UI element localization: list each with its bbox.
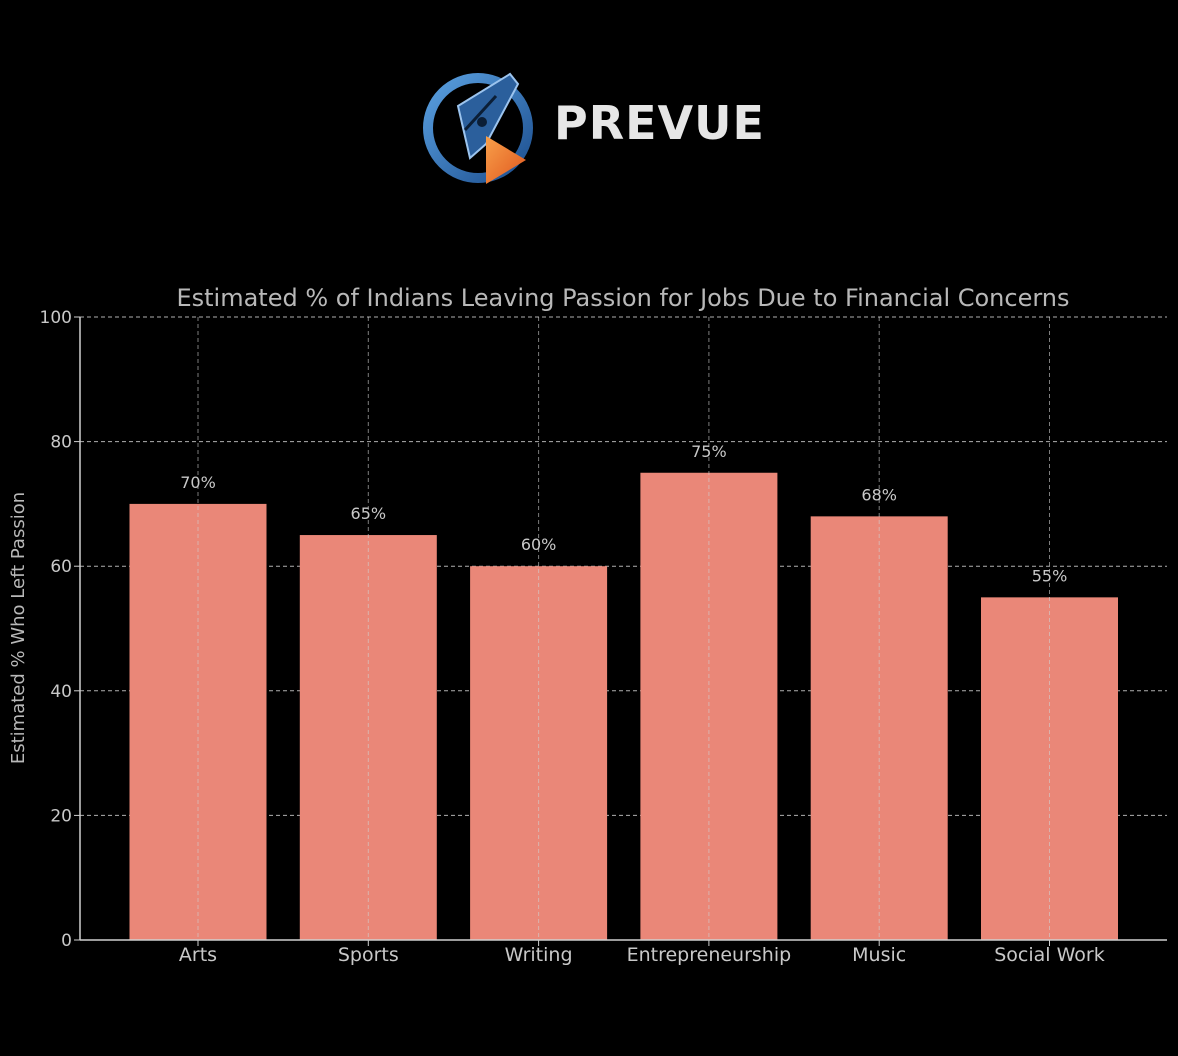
x-tick-label: Entrepreneurship (627, 944, 792, 966)
y-tick-label: 60 (50, 557, 72, 577)
data-label: 65% (351, 504, 387, 523)
labels: 0 20 40 60 80 100 Arts 70% Sports 65% Writing 60% En… (40, 308, 1105, 966)
x-tick-label: Music (852, 944, 906, 966)
logo-emblem-icon (423, 72, 533, 184)
y-axis-label: Estimated % Who Left Passion (8, 492, 29, 764)
brand-name: PREVUE (554, 96, 765, 150)
axes (74, 316, 1167, 946)
data-label: 60% (521, 535, 557, 554)
prevue-logo (423, 72, 533, 184)
bars (129, 472, 1118, 940)
data-label: 70% (180, 473, 216, 492)
y-tick-label: 100 (40, 308, 72, 328)
y-tick-label: 20 (50, 806, 72, 826)
x-tick-label: Sports (338, 944, 399, 966)
x-tick-label: Arts (179, 944, 217, 966)
chart-title: Estimated % of Indians Leaving Passion f… (176, 284, 1069, 312)
x-tick-label: Social Work (994, 944, 1104, 966)
y-tick-label: 0 (61, 931, 72, 951)
y-tick-label: 80 (50, 433, 72, 453)
data-label: 68% (861, 485, 897, 504)
x-tick-label: Writing (505, 944, 573, 966)
data-label: 55% (1032, 566, 1068, 585)
vertical-grid-lines (197, 317, 1050, 940)
data-label: 75% (691, 442, 727, 461)
y-tick-label: 40 (50, 682, 72, 702)
